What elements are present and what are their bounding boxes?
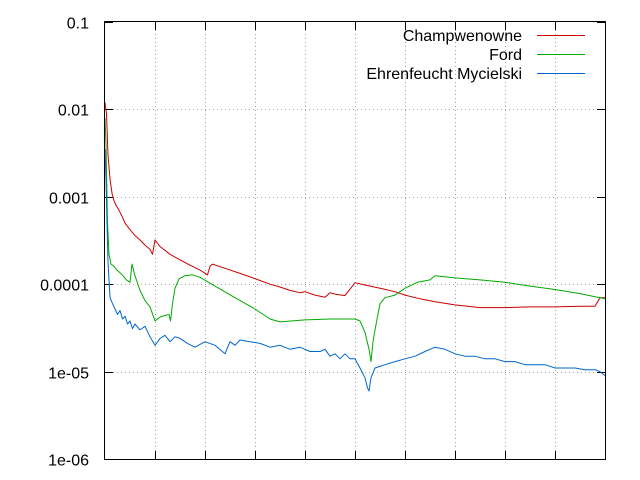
legend-label-2: Ford <box>489 47 522 64</box>
y-tick-label: 0.001 <box>49 191 89 208</box>
y-tick-label: 1e-05 <box>48 366 89 383</box>
series-lines <box>104 102 606 392</box>
legend-label-1: Champwenowne <box>403 28 522 45</box>
x-axis <box>155 22 556 459</box>
y-tick-label: 0.0001 <box>40 278 89 295</box>
y-axis: 1e-06 1e-05 0.0001 0.001 0.01 0.1 <box>40 16 605 470</box>
series-line-1 <box>104 102 605 309</box>
legend: Champwenowne Ford Ehrenfeucht Mycielski <box>366 28 585 83</box>
y-tick-label: 1e-06 <box>48 453 89 470</box>
y-tick-label: 0.01 <box>58 103 89 120</box>
y-tick-label: 0.1 <box>67 16 89 33</box>
series-line-2 <box>104 117 606 363</box>
series-line-3 <box>104 149 606 392</box>
legend-label-3: Ehrenfeucht Mycielski <box>366 66 522 83</box>
grid-lines <box>105 22 605 459</box>
plot-frame <box>104 21 606 460</box>
